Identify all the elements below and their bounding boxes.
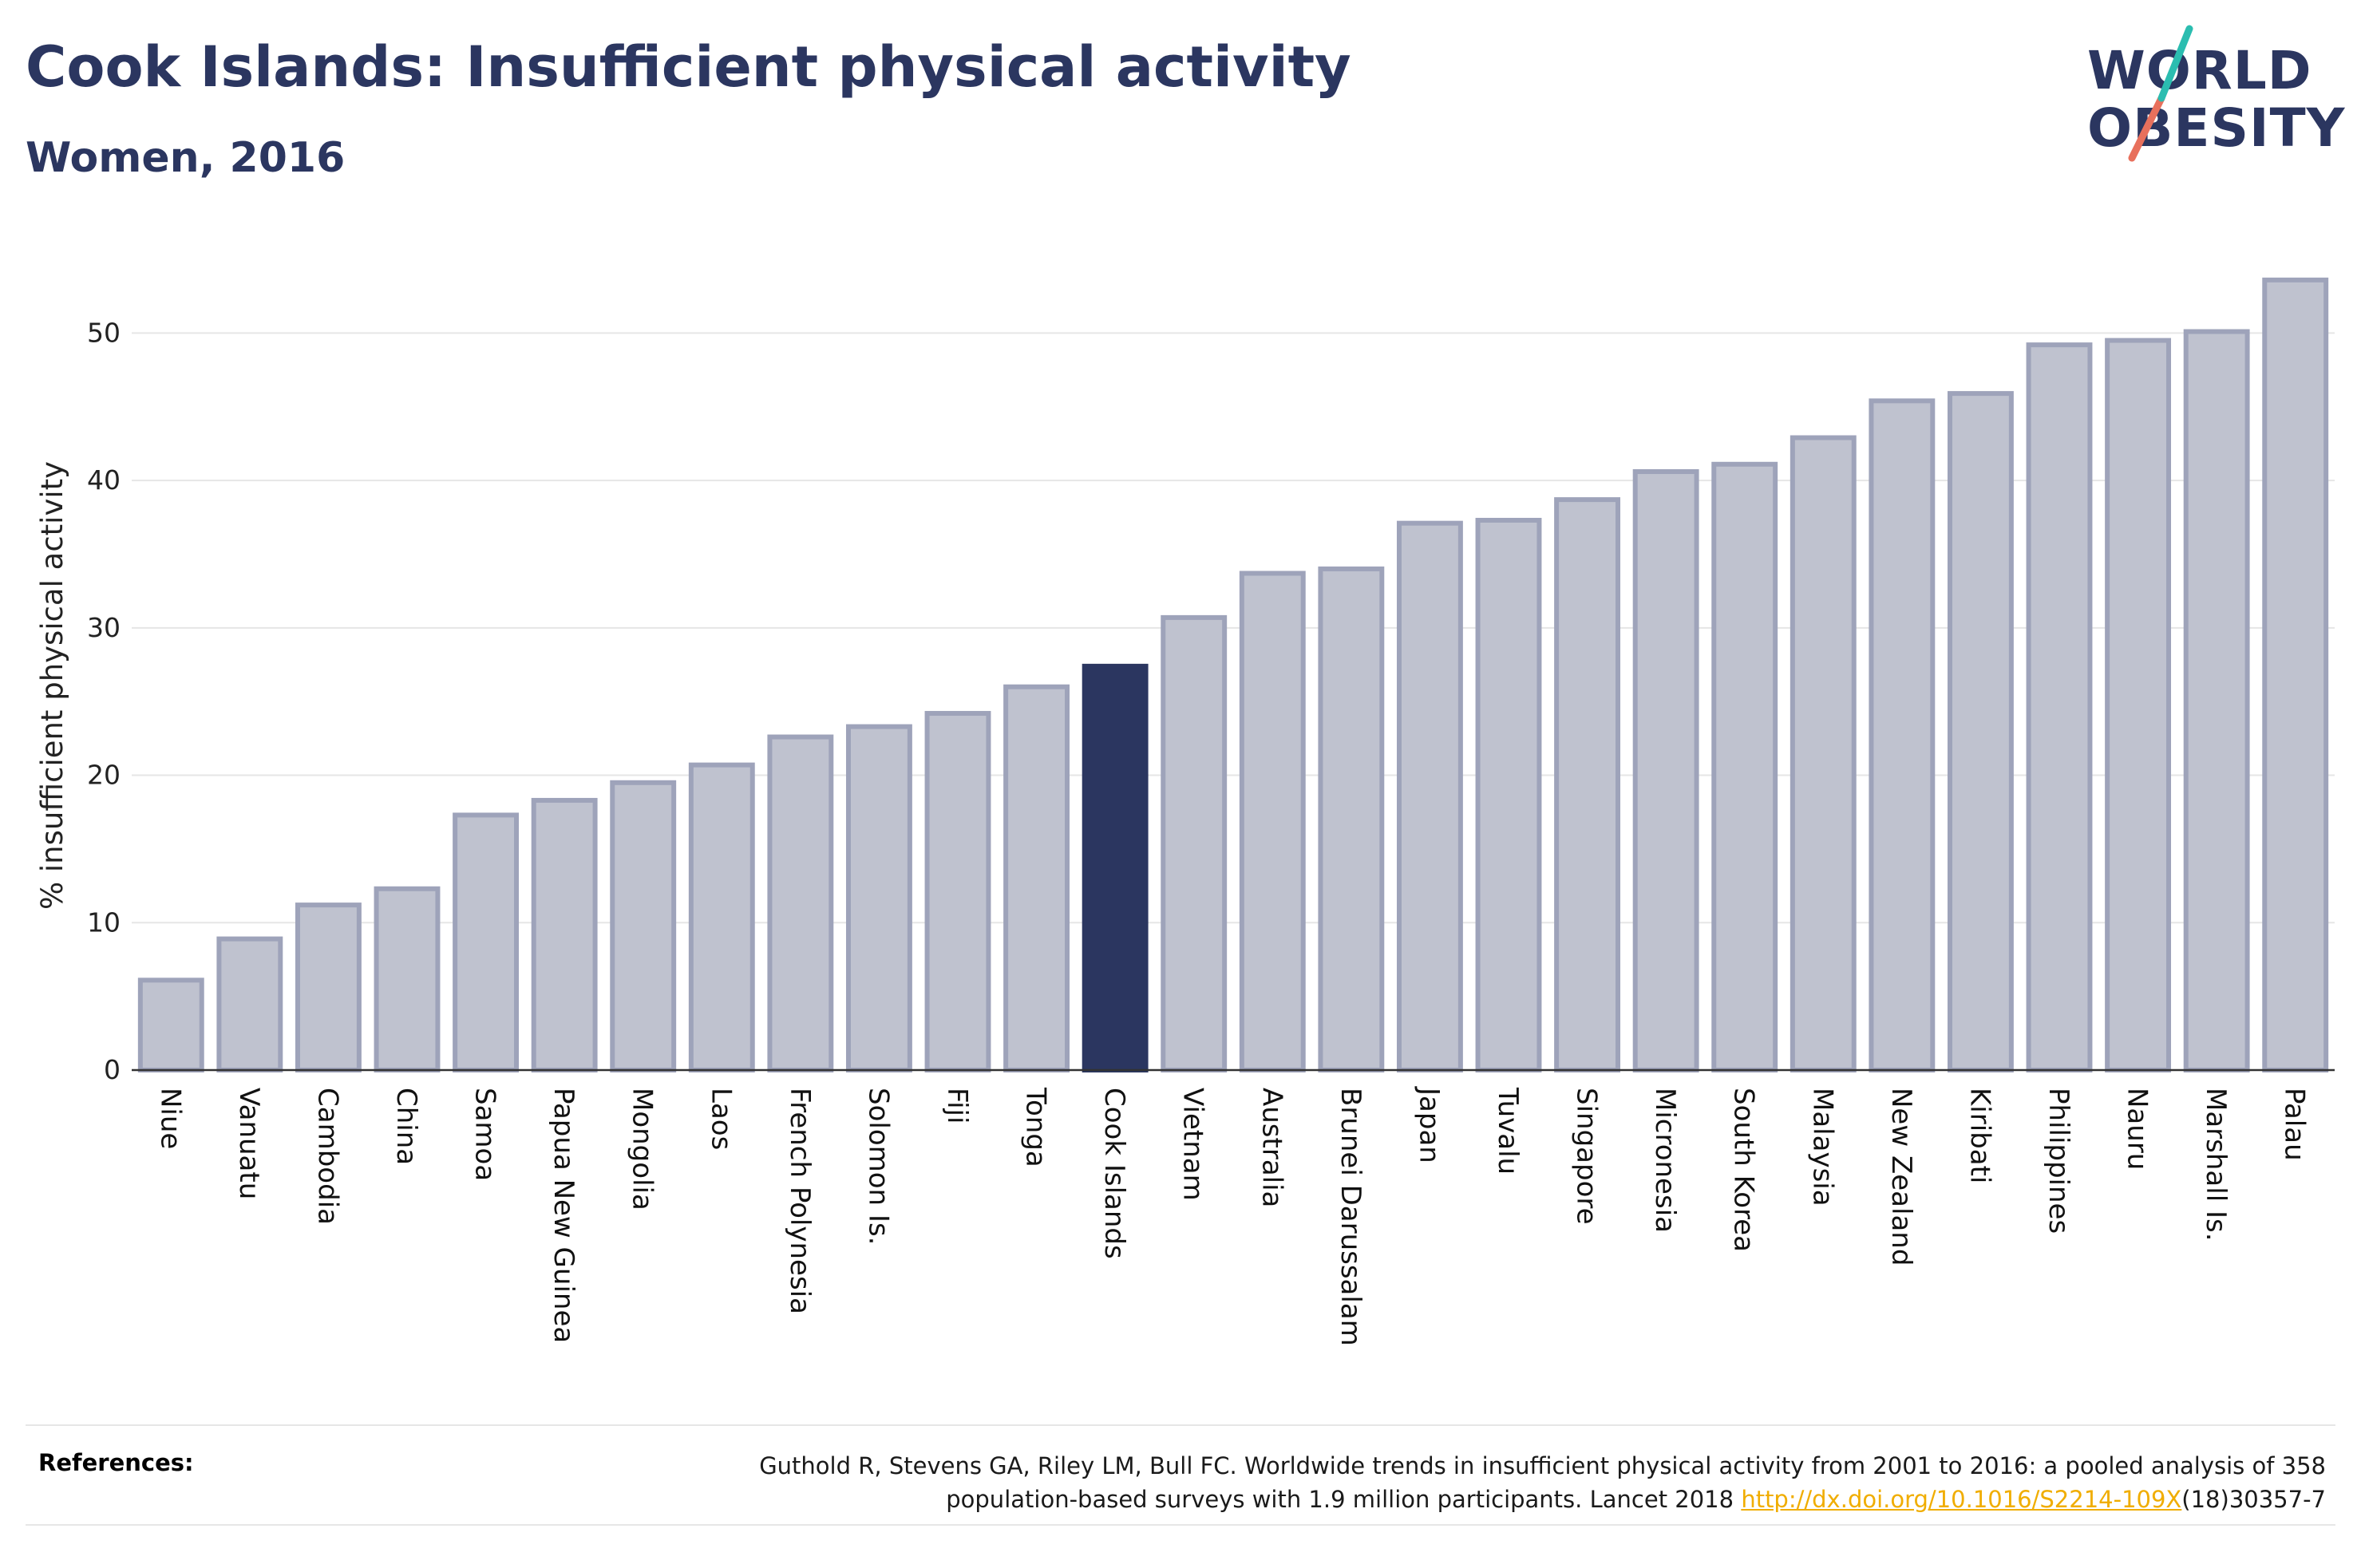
x-tick-label: Fiji xyxy=(941,1088,973,1124)
x-tick-label: South Korea xyxy=(1728,1088,1760,1252)
bar xyxy=(216,936,283,1072)
bar xyxy=(1396,520,1463,1072)
bar xyxy=(845,724,912,1072)
chart-title: Cook Islands: Insufficient physical acti… xyxy=(26,34,1351,100)
bar xyxy=(1318,566,1385,1073)
x-tick-label: Australia xyxy=(1256,1088,1287,1207)
bar xyxy=(1947,391,2014,1073)
bar xyxy=(295,902,362,1073)
y-tick-label: 10 xyxy=(87,906,121,938)
bar xyxy=(2262,277,2329,1072)
x-tick-label: China xyxy=(390,1088,422,1165)
y-tick-label: 0 xyxy=(104,1054,121,1085)
logo-slash-icon xyxy=(2128,25,2193,162)
y-tick-label: 20 xyxy=(87,760,121,791)
logo-line-1: WORLD xyxy=(2087,40,2312,101)
bar-chart: 0 10 20 30 40 50 % insufficient physical activ… xyxy=(35,277,2335,1346)
references-bottom-rule xyxy=(26,1524,2335,1526)
bar xyxy=(767,734,834,1072)
bar xyxy=(1790,435,1857,1072)
bar-highlighted xyxy=(1082,663,1149,1073)
bar xyxy=(688,762,755,1073)
bar xyxy=(1003,684,1070,1073)
references-line-1: Guthold R, Stevens GA, Riley LM, Bull FC… xyxy=(759,1452,2326,1479)
x-tick-label: Brunei Darussalam xyxy=(1335,1088,1366,1346)
world-obesity-logo: WORLD OBESITY xyxy=(2087,22,2346,166)
bar xyxy=(1161,614,1228,1072)
x-tick-label: Vanuatu xyxy=(233,1088,265,1199)
doi-link[interactable]: http://dx.doi.org/10.1016/S2214-109X xyxy=(1741,1486,2182,1513)
references-line-2-suffix: (18)30357-7 xyxy=(2181,1486,2326,1513)
x-tick-label: Nauru xyxy=(2122,1088,2153,1170)
x-tick-label: Palau xyxy=(2279,1088,2311,1161)
x-tick-label: New Zealand xyxy=(1885,1088,1917,1266)
x-tick-label: Mongolia xyxy=(627,1088,658,1211)
x-tick-label: Laos xyxy=(705,1088,737,1150)
x-tick-label: Niue xyxy=(154,1088,186,1149)
x-tick-label: Solomon Is. xyxy=(862,1088,894,1245)
x-tick-label: Papua New Guinea xyxy=(548,1088,579,1343)
x-tick-label: Singapore xyxy=(1571,1088,1603,1225)
logo-line-2: OBESITY xyxy=(2087,97,2346,159)
y-axis-label: % insufficient physical activity xyxy=(35,461,69,910)
x-tick-label: Malaysia xyxy=(1806,1088,1838,1207)
bar xyxy=(137,978,204,1072)
references-top-rule xyxy=(26,1424,2335,1426)
bar xyxy=(1869,398,1936,1072)
y-tick-label: 50 xyxy=(87,317,121,348)
x-tick-label: Samoa xyxy=(469,1088,501,1181)
bar xyxy=(1632,469,1699,1072)
references-line-2: population-based surveys with 1.9 millio… xyxy=(570,1483,2326,1516)
x-tick-label: Vietnam xyxy=(1177,1088,1209,1201)
bar xyxy=(1475,517,1542,1072)
y-tick-label: 30 xyxy=(87,612,121,643)
bar xyxy=(2183,329,2250,1072)
x-tick-label: Kiribati xyxy=(1964,1088,1995,1183)
references-text: Guthold R, Stevens GA, Riley LM, Bull FC… xyxy=(570,1449,2326,1516)
x-tick-label: Micronesia xyxy=(1649,1088,1681,1233)
x-tick-label: French Polynesia xyxy=(784,1088,816,1314)
x-tick-label: Japan xyxy=(1413,1086,1445,1163)
bar xyxy=(531,797,598,1072)
bar xyxy=(1239,571,1306,1072)
bar xyxy=(924,710,991,1073)
x-tick-label: Tuvalu xyxy=(1492,1087,1524,1175)
bar xyxy=(2105,338,2172,1073)
x-tick-label: Tonga xyxy=(1020,1087,1052,1167)
bar xyxy=(2026,342,2093,1072)
x-tick-label: Cambodia xyxy=(311,1088,343,1225)
x-tick-label: Philippines xyxy=(2043,1088,2074,1234)
bar xyxy=(453,812,520,1072)
bar xyxy=(610,780,677,1072)
chart-subtitle: Women, 2016 xyxy=(26,134,346,182)
bar xyxy=(1711,461,1778,1072)
bar xyxy=(374,886,441,1072)
y-tick-label: 40 xyxy=(87,464,121,496)
references-label: References: xyxy=(38,1449,194,1476)
x-tick-label: Marshall Is. xyxy=(2200,1088,2232,1242)
bar xyxy=(1554,497,1621,1072)
references-line-2-prefix: population-based surveys with 1.9 millio… xyxy=(946,1486,1742,1513)
x-tick-label: Cook Islands xyxy=(1098,1088,1130,1259)
